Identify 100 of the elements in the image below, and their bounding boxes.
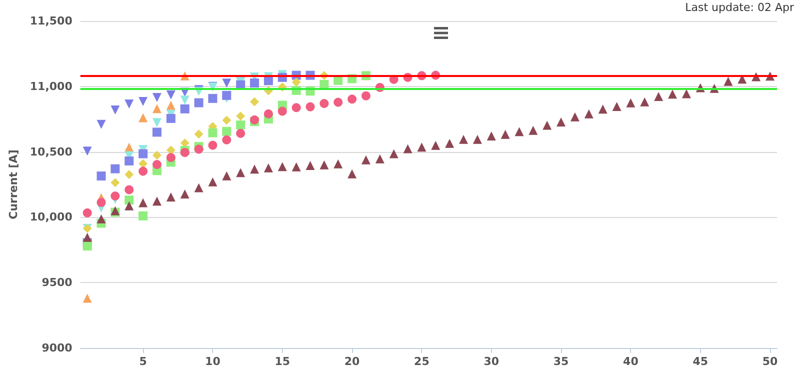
point — [110, 164, 120, 174]
point — [236, 120, 246, 130]
point — [556, 117, 566, 126]
point — [361, 155, 370, 164]
point — [194, 144, 204, 154]
x-tick-label: 15 — [274, 355, 290, 368]
y-tick-label: 9000 — [42, 342, 73, 354]
point — [222, 78, 232, 88]
point — [236, 128, 246, 138]
point — [348, 169, 357, 178]
point — [500, 130, 510, 139]
point — [445, 138, 454, 148]
point — [278, 106, 287, 116]
point — [208, 177, 218, 186]
point — [124, 156, 134, 166]
x-tick-label: 25 — [414, 355, 430, 368]
point — [110, 105, 120, 114]
y-axis-title: Current [A] — [7, 150, 20, 220]
point — [320, 99, 329, 108]
point — [570, 112, 580, 122]
y-tick-label: 10,500 — [30, 145, 73, 158]
point — [152, 196, 162, 206]
point — [208, 128, 218, 138]
x-tick-label: 20 — [344, 355, 360, 368]
point — [626, 98, 636, 108]
point — [208, 94, 218, 103]
point — [194, 183, 204, 192]
point — [124, 170, 134, 180]
point — [152, 118, 162, 128]
point — [180, 104, 190, 114]
point — [124, 196, 134, 205]
point — [138, 198, 148, 208]
y-tick-label: 10,000 — [30, 210, 73, 224]
point — [166, 153, 176, 162]
point — [306, 161, 315, 170]
point — [96, 120, 106, 129]
point — [403, 144, 412, 154]
point — [222, 135, 232, 144]
point — [250, 78, 260, 88]
point — [96, 214, 106, 224]
point — [138, 149, 148, 158]
point — [138, 166, 148, 176]
point — [264, 163, 273, 172]
point — [654, 92, 664, 101]
point — [738, 74, 747, 84]
text: Last update: 02 Apr — [685, 1, 794, 14]
point — [96, 172, 106, 180]
point — [222, 116, 232, 125]
point — [459, 134, 468, 144]
point — [389, 149, 398, 158]
point — [278, 162, 287, 172]
point — [250, 164, 260, 174]
point — [152, 150, 162, 160]
point — [584, 109, 594, 118]
point — [180, 190, 190, 199]
point — [138, 211, 148, 220]
x-tick-label: 30 — [484, 355, 500, 368]
point — [110, 192, 120, 201]
point — [96, 198, 106, 207]
point — [320, 160, 329, 170]
point — [612, 102, 622, 112]
point — [82, 232, 92, 242]
point — [82, 146, 92, 156]
point — [528, 126, 538, 135]
y-tick-label: 11,500 — [30, 14, 73, 28]
point — [194, 98, 204, 108]
x-tick-label: 5 — [139, 355, 147, 368]
x-tick-label: 50 — [762, 355, 778, 368]
point — [152, 93, 162, 102]
y-tick-label: 9500 — [42, 276, 73, 290]
point — [375, 154, 384, 164]
point — [431, 140, 440, 150]
point — [152, 160, 162, 169]
point — [152, 104, 162, 114]
point — [236, 168, 246, 178]
point — [361, 91, 370, 100]
point — [194, 130, 204, 139]
point — [292, 103, 301, 112]
y-tick-label: 11,000 — [30, 80, 73, 93]
point — [124, 185, 134, 194]
point — [166, 100, 176, 110]
point — [124, 100, 134, 109]
point — [598, 104, 608, 114]
point — [166, 192, 176, 202]
point — [222, 126, 232, 136]
point — [250, 97, 260, 106]
point — [152, 128, 162, 137]
point — [292, 78, 301, 87]
point — [724, 76, 733, 86]
point — [124, 201, 134, 210]
point — [82, 208, 92, 218]
point — [472, 134, 482, 144]
x-tick-label: 10 — [205, 355, 221, 368]
point — [208, 140, 218, 150]
point — [682, 89, 691, 98]
point — [180, 96, 190, 105]
point — [166, 114, 176, 123]
x-tick-label: 40 — [623, 355, 639, 368]
point — [82, 241, 92, 250]
point — [236, 112, 246, 121]
